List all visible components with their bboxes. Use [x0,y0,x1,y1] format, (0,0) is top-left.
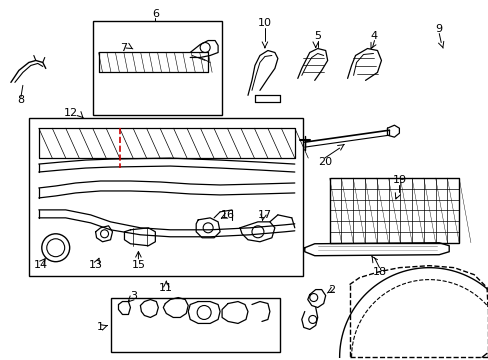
Bar [92,21,222,115]
Text: 11: 11 [159,283,173,293]
Text: 17: 17 [257,210,271,220]
Text: 2: 2 [327,284,335,294]
Text: 5: 5 [314,31,321,41]
Text: 7: 7 [120,42,127,53]
Bar [29,118,302,276]
Text: 3: 3 [130,291,137,301]
Text: 20: 20 [317,157,331,167]
Text: 14: 14 [34,260,48,270]
Text: 18: 18 [372,267,386,276]
Text: 15: 15 [131,260,145,270]
Text: 8: 8 [17,95,24,105]
Text: 1: 1 [97,323,104,332]
Text: 16: 16 [221,210,235,220]
Text: 10: 10 [257,18,271,28]
Text: 4: 4 [370,31,377,41]
Text: 19: 19 [391,175,406,185]
Text: 12: 12 [63,108,78,118]
Text: 9: 9 [435,24,442,33]
Text: 13: 13 [88,260,102,270]
Bar [329,178,458,243]
Bar [110,298,279,352]
Text: 6: 6 [152,9,159,19]
